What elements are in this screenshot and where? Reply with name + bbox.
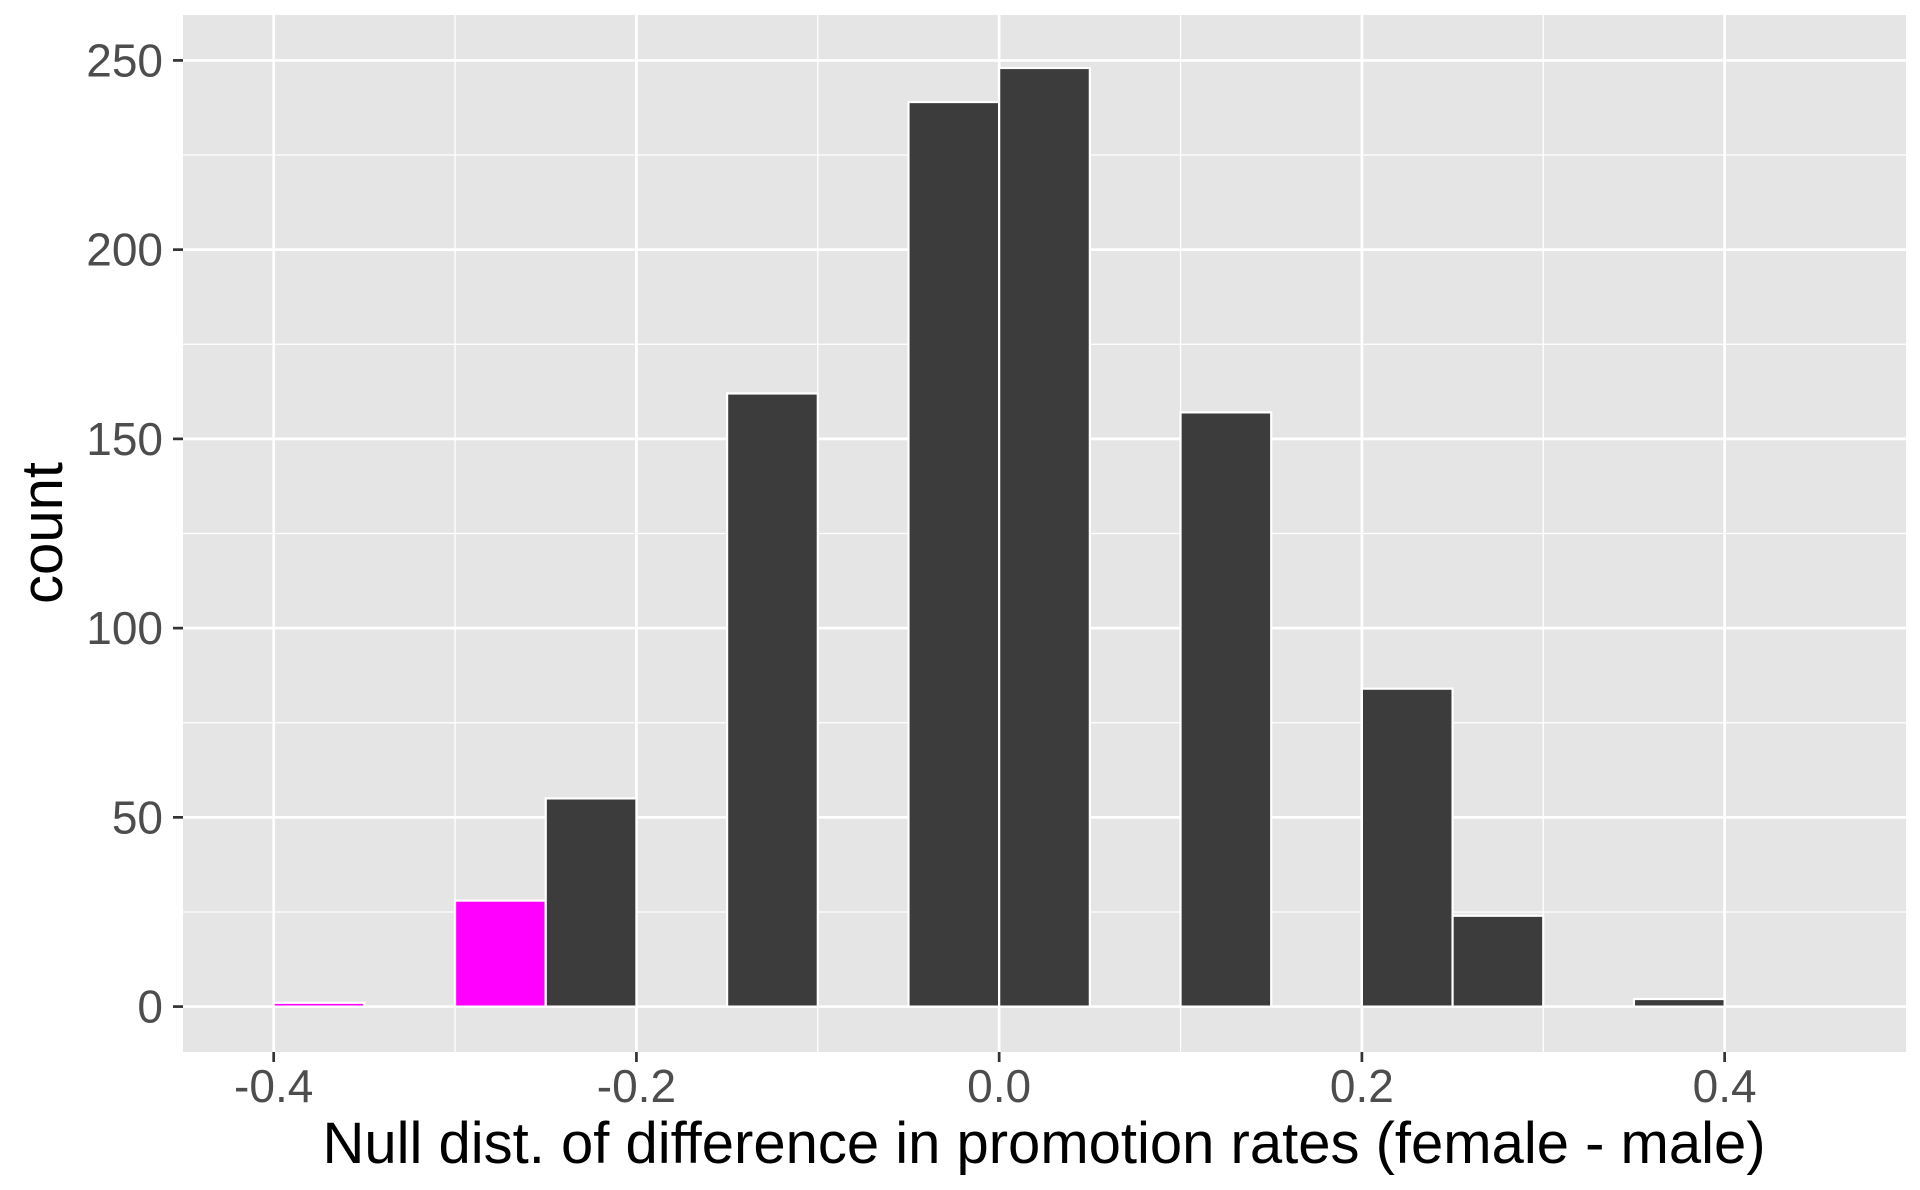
histogram-bar <box>1179 411 1273 1008</box>
x-tick-label: -0.4 <box>234 1060 313 1112</box>
x-axis-ticks <box>272 1052 1726 1062</box>
y-axis-tick-labels: 0 50 100 150 200 250 <box>86 34 163 1032</box>
x-axis-title: Null dist. of difference in promotion ra… <box>322 1111 1765 1176</box>
y-tick-label: 150 <box>86 413 163 465</box>
x-tick-label: -0.2 <box>597 1060 676 1112</box>
y-axis-title: count <box>10 462 75 604</box>
histogram-bar-highlighted <box>272 1001 366 1008</box>
histogram-bar <box>998 66 1091 1008</box>
histogram-bar <box>1360 687 1454 1008</box>
y-axis-ticks <box>173 59 183 1008</box>
histogram-bar <box>1451 914 1545 1008</box>
x-tick-label: 0.2 <box>1330 1060 1394 1112</box>
y-tick-label: 0 <box>137 981 163 1033</box>
y-tick-label: 200 <box>86 224 163 276</box>
histogram-bars <box>272 66 1726 1008</box>
x-tick-label: 0.0 <box>967 1060 1031 1112</box>
histogram-bar <box>726 392 819 1008</box>
y-tick-label: 50 <box>112 791 163 843</box>
histogram-bar-highlighted <box>453 899 547 1008</box>
x-tick-label: 0.4 <box>1693 1060 1757 1112</box>
histogram-bar <box>544 797 638 1008</box>
y-tick-label: 250 <box>86 34 163 86</box>
histogram-bar <box>907 100 1001 1008</box>
histogram-bar <box>1632 997 1726 1008</box>
y-tick-label: 100 <box>86 602 163 654</box>
x-axis-tick-labels: -0.4 -0.2 0.0 0.2 0.4 <box>234 1060 1757 1112</box>
